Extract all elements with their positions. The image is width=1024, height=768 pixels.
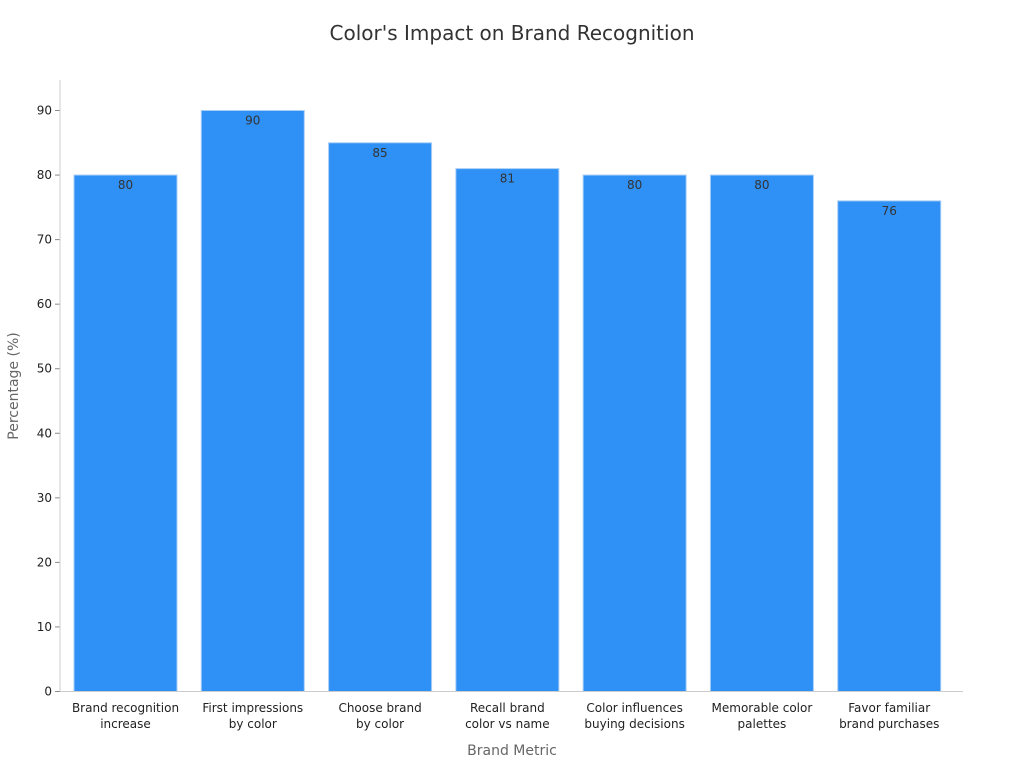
y-tick-label: 60 bbox=[37, 297, 52, 311]
bar bbox=[328, 142, 433, 692]
bar-value-label: 80 bbox=[118, 178, 133, 192]
y-tick-label: 20 bbox=[37, 555, 52, 569]
bar bbox=[73, 174, 178, 693]
y-axis-ticks: 0 10 20 30 40 50 60 70 80 90 bbox=[37, 104, 60, 699]
x-tick-label: First impressions by color bbox=[202, 701, 303, 731]
y-tick-label: 80 bbox=[37, 168, 52, 182]
bar bbox=[709, 174, 814, 693]
y-axis-title: Percentage (%) bbox=[6, 332, 22, 439]
x-axis-labels: Brand recognition increase First impressio… bbox=[72, 701, 939, 731]
bar-value-label: 80 bbox=[627, 178, 642, 192]
bar bbox=[837, 200, 942, 692]
y-tick-label: 50 bbox=[37, 362, 52, 376]
chart-title: Color's Impact on Brand Recognition bbox=[330, 21, 695, 45]
bar-value-label: 85 bbox=[372, 146, 387, 160]
bar bbox=[582, 174, 687, 693]
y-tick-label: 0 bbox=[44, 685, 52, 699]
x-tick-label: Brand recognition increase bbox=[72, 701, 179, 731]
y-tick-label: 40 bbox=[37, 426, 52, 440]
y-tick-label: 10 bbox=[37, 620, 52, 634]
data-labels: 80 90 85 81 80 80 76 bbox=[118, 114, 897, 218]
bar-value-label: 76 bbox=[882, 204, 897, 218]
bar bbox=[200, 110, 305, 692]
y-tick-label: 70 bbox=[37, 233, 52, 247]
y-tick-label: 90 bbox=[37, 104, 52, 118]
x-tick-label: Choose brand by color bbox=[338, 701, 421, 731]
x-tick-label: Favor familiar brand purchases bbox=[839, 701, 939, 731]
x-tick-label: Recall brand color vs name bbox=[465, 701, 550, 731]
bar-value-label: 90 bbox=[245, 114, 260, 128]
bar-series bbox=[73, 110, 942, 693]
x-tick-label: Color influences buying decisions bbox=[584, 701, 684, 731]
bar-value-label: 80 bbox=[754, 178, 769, 192]
x-tick-label: Memorable color palettes bbox=[712, 701, 813, 731]
bar-value-label: 81 bbox=[500, 172, 515, 186]
x-axis-title: Brand Metric bbox=[467, 743, 557, 759]
axes bbox=[59, 80, 963, 692]
bar bbox=[455, 168, 560, 693]
y-tick-label: 30 bbox=[37, 491, 52, 505]
